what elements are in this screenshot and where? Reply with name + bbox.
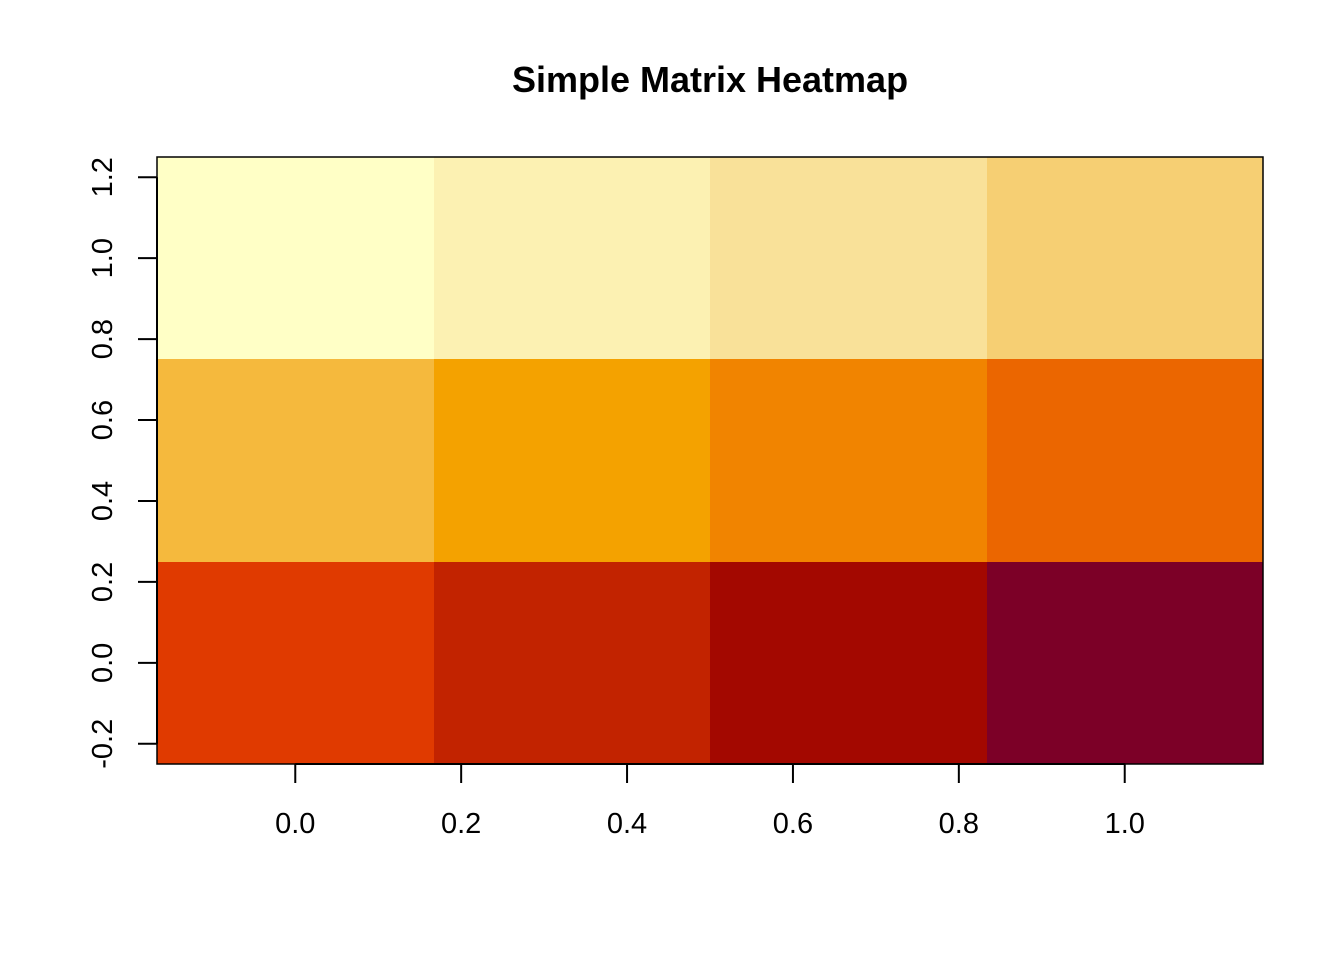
x-tick-label: 0.4 [607, 808, 647, 840]
heatmap-cell [710, 157, 987, 359]
y-tick-label: 0.8 [87, 319, 119, 359]
heatmap-cell [434, 562, 710, 764]
x-tick-label: 0.8 [939, 808, 979, 840]
y-tick-label: 0.4 [87, 481, 119, 521]
x-axis: 0.0 0.2 0.4 0.6 0.8 1.0 [275, 763, 1145, 840]
y-tick-label: 0.6 [87, 400, 119, 440]
y-tick-label: 0.0 [87, 643, 119, 683]
y-tick-label: -0.2 [87, 719, 119, 769]
heatmap-cell [434, 157, 710, 359]
heatmap-cell [710, 562, 987, 764]
heatmap-cell [157, 157, 434, 359]
heatmap-cell [987, 359, 1263, 562]
x-tick-label: 1.0 [1105, 808, 1145, 840]
x-tick-label: 0.0 [275, 808, 315, 840]
heatmap-cell [434, 359, 710, 562]
heatmap-cell [157, 359, 434, 562]
x-tick-label: 0.6 [773, 808, 813, 840]
heatmap-cell [157, 562, 434, 764]
y-tick-label: 1.0 [87, 238, 119, 278]
heatmap-cells [157, 157, 1263, 764]
x-tick-label: 0.2 [441, 808, 481, 840]
chart-title: Simple Matrix Heatmap [512, 59, 908, 100]
y-axis: -0.2 0.0 0.2 0.4 0.6 0.8 1.0 1.2 [87, 157, 158, 769]
heatmap-cell [987, 157, 1263, 359]
heatmap-cell [987, 562, 1263, 764]
y-tick-label: 1.2 [87, 157, 119, 197]
heatmap-cell [710, 359, 987, 562]
y-tick-label: 0.2 [87, 562, 119, 602]
